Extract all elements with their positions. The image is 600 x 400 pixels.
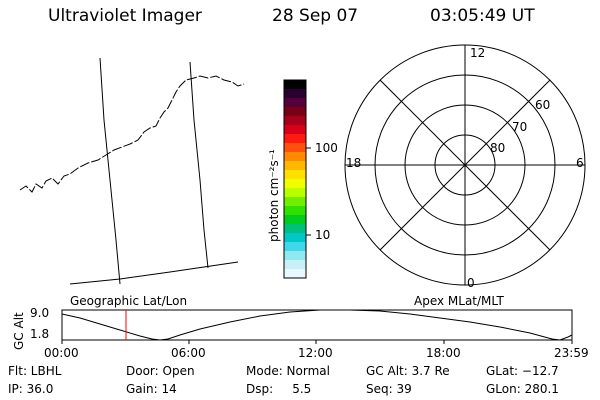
- colorbar-segment: [284, 80, 306, 90]
- mlt-label-left: 18: [346, 156, 362, 170]
- altitude-plot: [61, 309, 573, 344]
- colorbar-segment: [284, 224, 306, 234]
- status-dsp: Dsp: 5.5: [246, 382, 312, 396]
- colorbar-label-100: 100: [315, 141, 338, 155]
- status-gain: Gain: 14: [126, 382, 177, 396]
- status-flt: Flt: LBHL: [8, 364, 62, 378]
- colorbar-segment: [284, 215, 306, 225]
- colorbar-segment: [284, 98, 306, 108]
- status-seq: Seq: 39: [366, 382, 412, 396]
- colorbar-segment: [284, 206, 306, 216]
- colorbar-label-10: 10: [315, 228, 331, 242]
- xtick-label-18: 18:00: [426, 346, 461, 360]
- colorbar-segment: [284, 269, 306, 279]
- colorbar-segment: [284, 107, 306, 117]
- altitude-ytick-bottom: 1.8: [30, 327, 50, 341]
- colorbar-segment: [284, 125, 306, 135]
- date-label: 28 Sep 07: [272, 6, 359, 26]
- time-label: 03:05:49 UT: [430, 6, 535, 26]
- status-glat: GLat: −12.7: [486, 364, 559, 378]
- polar-diagonal-2: [379, 79, 551, 251]
- colorbar-frame: [283, 79, 307, 279]
- xtick-label-12: 12:00: [298, 346, 333, 360]
- colorbar-segment: [284, 89, 306, 99]
- xtick-label-2359: 23:59: [554, 346, 589, 360]
- colorbar-segment: [284, 116, 306, 126]
- colorbar-segment: [284, 152, 306, 162]
- colorbar-segment: [284, 233, 306, 243]
- colorbar-segment: [284, 251, 306, 261]
- altitude-curve: [61, 309, 573, 341]
- mlt-label-bottom: 0: [467, 276, 475, 290]
- lat-label-70: 70: [512, 120, 528, 134]
- status-ip: IP: 36.0: [8, 382, 54, 396]
- geo-panel-label: Geographic Lat/Lon: [70, 294, 188, 308]
- latitude-line: [69, 261, 239, 285]
- xtick-label-06: 06:00: [171, 346, 206, 360]
- status-glon: GLon: 280.1: [486, 382, 559, 396]
- status-gc-alt: GC Alt: 3.7 Re: [366, 364, 450, 378]
- colorbar-segment: [284, 260, 306, 270]
- lat-label-80: 80: [490, 141, 506, 155]
- xtick-label-00: 00:00: [44, 346, 79, 360]
- colorbar-segment: [284, 242, 306, 252]
- colorbar-unit-label: photon cm⁻²s⁻¹: [267, 149, 281, 242]
- colorbar: [284, 80, 306, 279]
- mlt-label-top: 12: [470, 46, 486, 60]
- polar-plot: [344, 44, 586, 286]
- colorbar-segment: [284, 161, 306, 171]
- colorbar-segment: [284, 179, 306, 189]
- mlt-label-right: 6: [576, 156, 584, 170]
- altitude-ylabel: GC Alt: [12, 312, 26, 350]
- coastline: [19, 75, 245, 193]
- altitude-ytick-top: 9.0: [30, 306, 50, 320]
- geo-map: [19, 57, 245, 285]
- status-door: Door: Open: [126, 364, 195, 378]
- meridian-right: [189, 61, 209, 269]
- colorbar-segment: [284, 134, 306, 144]
- polar-panel-label: Apex MLat/MLT: [414, 294, 504, 308]
- colorbar-segment: [284, 170, 306, 180]
- app-title: Ultraviolet Imager: [48, 6, 202, 26]
- status-mode: Mode: Normal: [246, 364, 330, 378]
- colorbar-segment: [284, 197, 306, 207]
- meridian-left: [99, 57, 121, 285]
- colorbar-segment: [284, 143, 306, 153]
- colorbar-segment: [284, 188, 306, 198]
- lat-label-60: 60: [535, 98, 551, 112]
